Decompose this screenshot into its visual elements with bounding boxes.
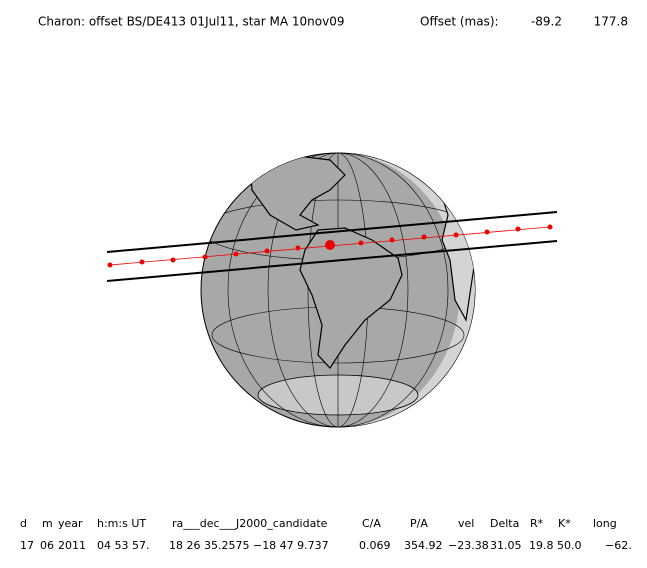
title: Charon: offset BS/DE413 01Jul11, star MA… (38, 15, 344, 29)
cell: −62. (605, 539, 632, 552)
event-table: d m year h:m:s UT ra___dec___J2000_candidate… (20, 517, 632, 552)
cell: 18 26 35.2575 −18 47 9.737 (169, 539, 329, 552)
offset-y: 177.8 (594, 15, 628, 29)
south-limit (106, 240, 558, 282)
time-dots (107, 224, 553, 268)
cell: 17 (20, 539, 34, 552)
column-header: h:m:s UT (97, 517, 146, 530)
column-header: P/A (410, 517, 428, 530)
cell: 31.05 (490, 539, 522, 552)
cell: 04 53 57. (97, 539, 149, 552)
column-header: Delta (490, 517, 519, 530)
cell: 19.8 (529, 539, 554, 552)
column-header: C/A (362, 517, 381, 530)
column-header: d (20, 517, 27, 530)
shadow-path (106, 211, 558, 282)
cell: 06 (40, 539, 54, 552)
cell: 50.0 (557, 539, 582, 552)
cell: −23.38 (448, 539, 489, 552)
column-header: m (42, 517, 53, 530)
column-header: vel (458, 517, 474, 530)
column-header: long (593, 517, 617, 530)
closest-approach (325, 240, 335, 250)
column-header: year (58, 517, 83, 530)
cell: 2011 (58, 539, 86, 552)
column-header: K* (558, 517, 571, 530)
offset-x: -89.2 (531, 15, 562, 29)
cell: 0.069 (359, 539, 391, 552)
globe (200, 152, 476, 428)
column-header: R* (530, 517, 544, 530)
cell: 354.92 (404, 539, 443, 552)
offset-label: Offset (mas): (420, 15, 499, 29)
north-limit (106, 211, 558, 253)
column-header: ra___dec___J2000_candidate (172, 517, 328, 530)
